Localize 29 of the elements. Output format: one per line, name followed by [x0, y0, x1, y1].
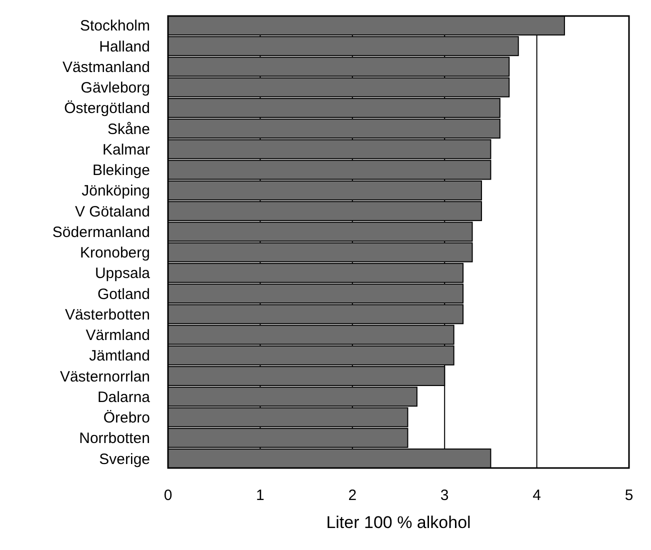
x-axis-title: Liter 100 % alkohol: [326, 513, 471, 532]
y-tick-label: Västmanland: [62, 58, 150, 76]
x-tick-label: 0: [164, 487, 172, 504]
y-tick-label: Västerbotten: [64, 306, 150, 324]
y-tick-label: Blekinge: [92, 162, 150, 180]
y-tick-label: Kalmar: [102, 141, 150, 158]
x-tick-label: 4: [532, 487, 541, 504]
x-tick-label: 1: [256, 487, 264, 504]
x-tick-label: 3: [440, 487, 449, 504]
y-tick-label: Södermanland: [52, 224, 150, 241]
y-tick-label: Östergötland: [64, 100, 150, 118]
y-tick-label: Gävleborg: [80, 80, 150, 97]
y-tick-label: V Götaland: [74, 203, 150, 220]
y-tick-label: Jönköping: [82, 182, 150, 200]
y-tick-label: Halland: [99, 38, 150, 56]
x-tick-label: 5: [624, 487, 634, 504]
y-tick-label: Värmland: [86, 327, 150, 344]
y-tick-label: Västernorrlan: [60, 368, 150, 386]
y-tick-label: Norrbotten: [79, 430, 150, 448]
y-tick-label: Jämtland: [89, 348, 150, 365]
y-tick-label: Gotland: [97, 286, 150, 303]
y-tick-label: Dalarna: [97, 388, 151, 406]
y-tick-label: Örebro: [103, 410, 150, 427]
x-tick-label: 2: [348, 487, 357, 504]
y-tick-label: Skåne: [107, 120, 150, 138]
y-tick-label: Kronoberg: [80, 244, 150, 262]
y-tick-label: Sverige: [99, 450, 150, 468]
y-tick-label: Uppsala: [94, 265, 151, 282]
y-tick-label: Stockholm: [80, 18, 150, 35]
